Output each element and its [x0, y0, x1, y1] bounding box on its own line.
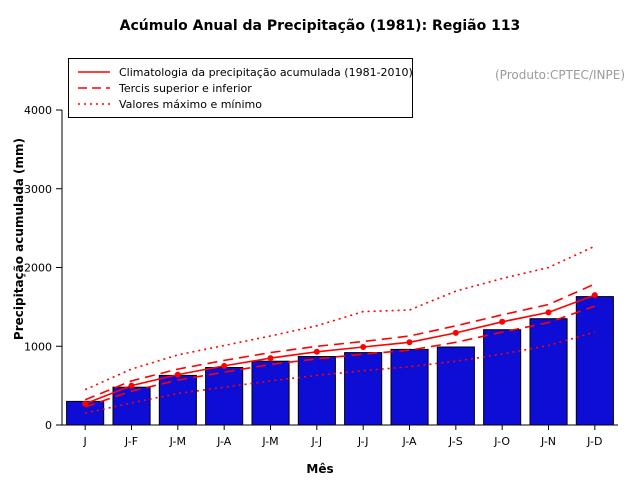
- product-watermark: (Produto:CPTEC/INPE): [495, 68, 625, 82]
- line-climatology: [82, 292, 598, 407]
- bar-J-M: [158, 374, 197, 426]
- bar-J-O: [483, 329, 522, 426]
- x-tick-label: J-M: [169, 435, 186, 448]
- bar-J-F: [112, 386, 151, 426]
- legend-row-maxmin: Valores máximo e mínimo: [77, 96, 404, 112]
- bar-J-J: [297, 356, 336, 426]
- marker-climatology-J-D: [591, 292, 598, 299]
- x-tick-label: J-M: [261, 435, 278, 448]
- bar-J-S: [436, 346, 475, 426]
- marker-climatology-J-M: [267, 355, 274, 362]
- marker-climatology-J-A: [221, 362, 228, 369]
- marker-climatology-J: [82, 400, 89, 407]
- y-tick-label: 1000: [24, 340, 52, 353]
- x-tick-label: J-J: [310, 435, 322, 448]
- bar-J-N: [529, 318, 568, 426]
- bar-J-J: [344, 352, 383, 426]
- legend-label-tercis: Tercis superior e inferior: [119, 81, 252, 95]
- legend-label-climatology: Climatologia da precipitação acumulada (…: [119, 65, 413, 79]
- line-maximo: [84, 245, 596, 391]
- legend-row-tercis: Tercis superior e inferior: [77, 80, 404, 96]
- chart-title: Acúmulo Anual da Precipitação (1981): Re…: [119, 18, 521, 34]
- marker-climatology-J-S: [452, 329, 459, 336]
- chart-legend: Climatologia da precipitação acumulada (…: [68, 58, 413, 118]
- dashed-line-icon: [78, 87, 110, 89]
- line-tercis-inferior: [84, 305, 596, 408]
- legend-row-climatology: Climatologia da precipitação acumulada (…: [77, 64, 413, 80]
- y-tick-label: 0: [45, 419, 52, 432]
- x-tick-label: J-A: [401, 435, 417, 448]
- marker-climatology-J-A: [406, 339, 413, 346]
- y-axis: 0 1000 2000 3000 4000: [24, 104, 63, 432]
- y-axis-label: Precipitação acumulada (mm): [12, 137, 26, 341]
- legend-label-maxmin: Valores máximo e mínimo: [119, 97, 262, 111]
- marker-climatology-J-J: [360, 344, 367, 350]
- line-minimo: [85, 331, 596, 414]
- x-tick-label: J-F: [124, 435, 138, 448]
- x-tick-label: J-S: [448, 435, 463, 448]
- x-tick-label: J: [83, 435, 87, 448]
- y-tick-label: 2000: [24, 262, 52, 275]
- x-axis: J J-F J-M J-A J-M J-J J-J J-A J-S J-O J-N J-D: [62, 424, 618, 448]
- dotted-line-icon: [78, 103, 110, 105]
- x-tick-label: J-A: [216, 435, 232, 448]
- bar-J-A: [390, 348, 429, 426]
- x-tick-label: J-N: [540, 435, 556, 448]
- marker-climatology-J-O: [499, 318, 506, 325]
- solid-line-icon: [78, 71, 110, 73]
- y-tick-label: 3000: [24, 183, 52, 196]
- x-tick-label: J-J: [357, 435, 369, 448]
- bars-group: [66, 296, 614, 426]
- bar-J-M: [251, 360, 290, 426]
- x-tick-label: J-D: [586, 435, 602, 448]
- y-tick-label: 4000: [24, 104, 52, 117]
- marker-climatology-J-N: [545, 309, 552, 316]
- marker-climatology-J-J: [313, 348, 320, 355]
- x-axis-label: Mês: [306, 462, 334, 476]
- bar-J-D: [575, 296, 614, 426]
- marker-climatology-J-F: [128, 382, 135, 389]
- line-tercis-superior: [84, 283, 596, 401]
- bar-J-A: [205, 367, 244, 426]
- x-tick-label: J-O: [493, 435, 510, 448]
- marker-climatology-J-M: [174, 371, 181, 378]
